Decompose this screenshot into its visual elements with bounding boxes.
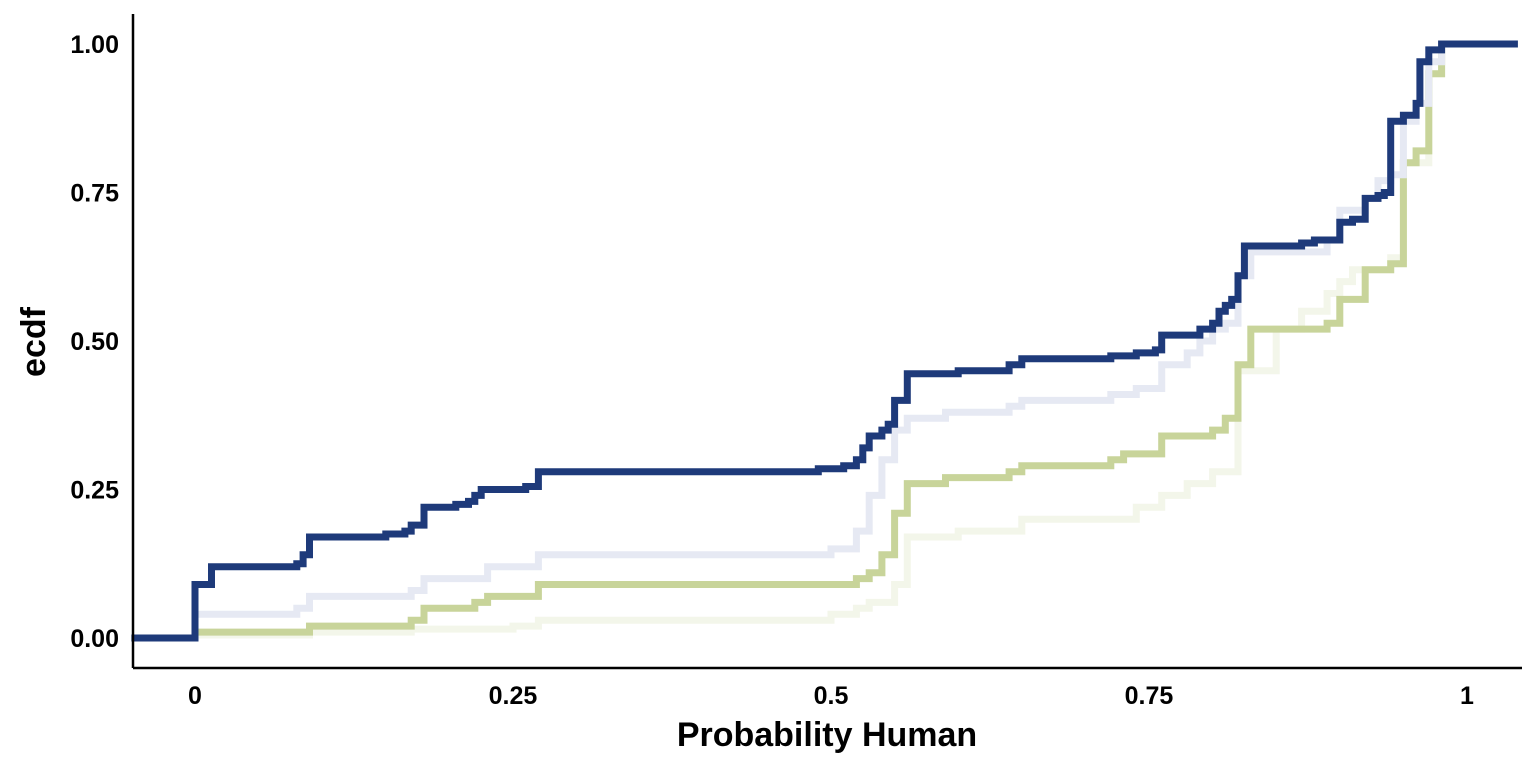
x-tick-label: 0.5: [814, 682, 849, 710]
ecdf-series-line-2: [131, 40, 1518, 642]
x-tick-label: 0: [188, 682, 202, 710]
ecdf-series-line-3: [131, 40, 1518, 642]
x-tick-label: 0.75: [1125, 682, 1174, 710]
y-tick-label: 1.00: [70, 31, 119, 59]
y-tick-label: 0.50: [70, 328, 119, 356]
ecdf-series-line-1: [131, 40, 1518, 642]
y-tick-labels: 0.00 0.25 0.50 0.75 1.00: [70, 31, 119, 653]
x-tick-label: 0.25: [489, 682, 538, 710]
series-layer: [131, 40, 1518, 642]
x-tick-labels: 0 0.25 0.5 0.75 1: [188, 682, 1474, 710]
y-tick-label: 0.00: [70, 625, 119, 653]
ecdf-series-line-4: [131, 40, 1518, 642]
y-tick-label: 0.75: [70, 180, 119, 208]
x-axis-title: Probability Human: [677, 716, 977, 754]
x-tick-label: 1: [1460, 682, 1474, 710]
y-tick-label: 0.25: [70, 477, 119, 505]
y-axis-title: ecdf: [15, 306, 53, 377]
